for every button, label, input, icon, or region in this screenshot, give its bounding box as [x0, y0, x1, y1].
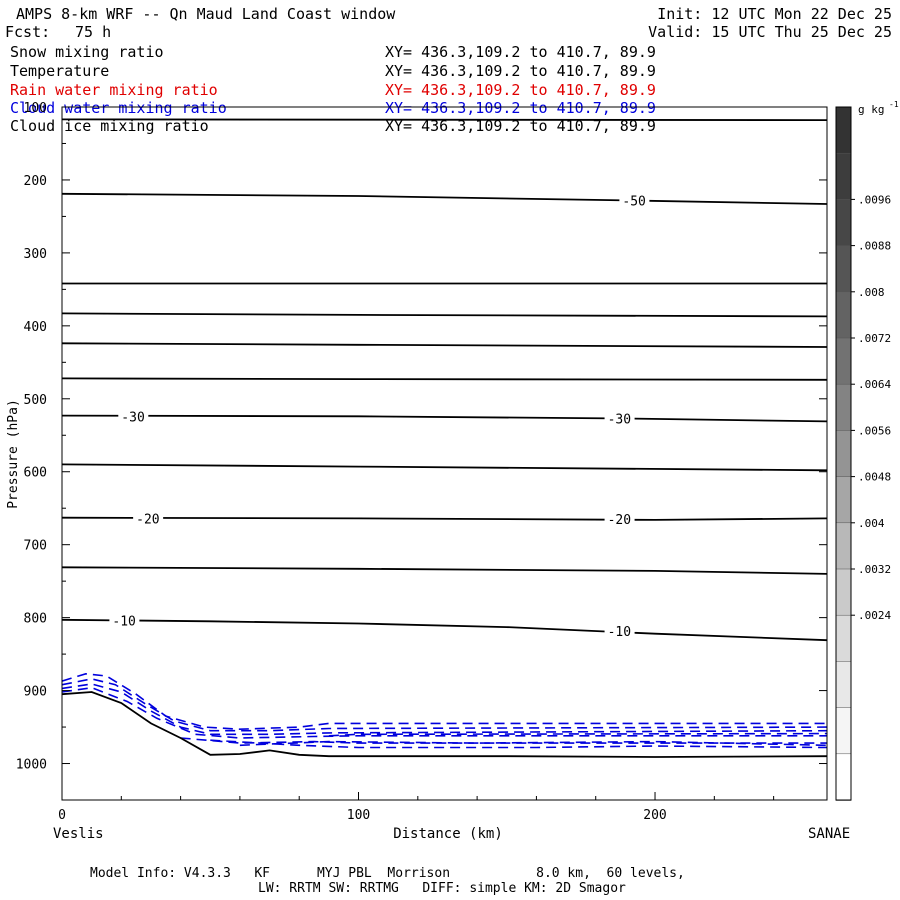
isotherm-label-bg: [118, 409, 149, 424]
fcst-value: 75 h: [75, 23, 112, 41]
colorbar-swatch: [835, 337, 852, 385]
colorbar-label: .0096: [858, 193, 891, 206]
isotherm-10: [62, 618, 827, 642]
legend-coords-temperature: XY= 436.3,109.2 to 410.7, 89.9: [385, 62, 656, 80]
legend-label-cloud-ice: Cloud ice mixing ratio: [10, 117, 209, 135]
legend-coords-snow: XY= 436.3,109.2 to 410.7, 89.9: [385, 43, 656, 61]
cloud-water-contour-3: [62, 686, 827, 739]
colorbar-swatch: [835, 753, 852, 801]
cloud-water-contour-5: [210, 739, 827, 749]
legend-coords-rain: XY= 436.3,109.2 to 410.7, 89.9: [385, 81, 656, 99]
colorbar-swatch: [835, 430, 852, 478]
isotherm-6: [62, 414, 827, 423]
x-axis-label: Distance (km): [393, 826, 503, 842]
cloud-water-contour-0: [62, 672, 827, 731]
legend-coords-cloud-ice: XY= 436.3,109.2 to 410.7, 89.9: [385, 117, 656, 135]
colorbar-unit-exponent: -1: [889, 100, 899, 109]
colorbar-label: .0032: [858, 563, 891, 576]
cloud-water-contour-1: [62, 678, 827, 732]
colorbar-unit: g kg: [858, 103, 885, 116]
valid-time: Valid: 15 UTC Thu 25 Dec 25: [648, 23, 892, 41]
isotherm-label: -30: [121, 410, 144, 425]
cloud-water-contour-6: [239, 740, 827, 747]
colorbar-swatch: [835, 245, 852, 293]
colorbar-label: .0088: [858, 240, 891, 253]
footer-model-info: Model Info: V4.3.3 KF MYJ PBL Morrison 8…: [90, 866, 685, 881]
colorbar-label: .0056: [858, 424, 891, 437]
y-tick-label: 600: [24, 466, 47, 481]
fcst-label: Fcst:: [5, 23, 51, 41]
isotherm-9: [62, 566, 827, 575]
isotherm-label-bg: [619, 193, 650, 208]
isotherm-label: -20: [136, 512, 159, 527]
colorbar-swatch: [835, 568, 852, 616]
colorbar-swatch: [835, 707, 852, 755]
isotherm-label-bg: [604, 623, 635, 638]
isotherm-label: -10: [112, 615, 135, 630]
colorbar-label: .004: [858, 517, 885, 530]
colorbar-swatch: [835, 291, 852, 339]
legend-coords-cloud-water: XY= 436.3,109.2 to 410.7, 89.9: [385, 99, 656, 117]
y-tick-label: 400: [24, 320, 47, 335]
isotherm-7: [62, 463, 827, 472]
isotherm-4: [62, 342, 827, 348]
y-tick-label: 200: [24, 174, 47, 189]
legend-label-temperature: Temperature: [10, 62, 110, 80]
x-tick-label: 100: [347, 808, 370, 823]
isotherm-3: [62, 312, 827, 318]
isotherm-label-bg: [133, 511, 164, 526]
y-tick-label: 100: [24, 101, 47, 116]
chart-title: AMPS 8-km WRF -- Qn Maud Land Coast wind…: [16, 5, 396, 23]
isotherm-label: -50: [622, 194, 645, 209]
y-tick-label: 700: [24, 539, 47, 554]
colorbar-frame: [835, 106, 852, 801]
cloud-water-contour-7: [328, 732, 827, 737]
colorbar-swatch: [835, 522, 852, 570]
colorbar-label: .0064: [858, 378, 891, 391]
legend-label-rain: Rain water mixing ratio: [10, 81, 218, 99]
colorbar-swatch: [835, 614, 852, 663]
colorbar-swatch: [835, 199, 852, 247]
isotherm-label-bg: [109, 613, 140, 628]
isotherm-label-bg: [604, 411, 635, 426]
isotherm-label: -10: [608, 625, 631, 640]
x-end-label-left: Veslis: [53, 826, 104, 842]
y-tick-label: 1000: [16, 758, 47, 773]
colorbar-label: .008: [858, 286, 885, 299]
cloud-water-contour-2: [62, 683, 827, 736]
init-time: Init: 12 UTC Mon 22 Dec 25: [657, 5, 892, 23]
isotherm-5: [62, 377, 827, 381]
colorbar-swatch: [835, 106, 852, 154]
y-tick-label: 900: [24, 685, 47, 700]
isotherm-8: [62, 516, 827, 521]
legend-label-snow: Snow mixing ratio: [10, 43, 164, 61]
isotherm-label: -30: [608, 412, 631, 427]
isotherm-label-bg: [604, 512, 635, 527]
colorbar-label: .0024: [858, 609, 891, 622]
terrain-line: [62, 691, 827, 758]
isotherm-label: -20: [608, 513, 631, 528]
isotherm-1: [62, 192, 827, 205]
footer-physics-info: LW: RRTM SW: RRTMG DIFF: simple KM: 2D S…: [258, 881, 626, 896]
y-tick-label: 800: [24, 612, 47, 627]
legend-label-cloud-water: Cloud water mixing ratio: [10, 99, 227, 117]
colorbar-label: .0048: [858, 471, 891, 484]
plot-frame: [61, 106, 828, 801]
colorbar-label: .0072: [858, 332, 891, 345]
x-end-label-right: SANAE: [808, 826, 850, 842]
colorbar-swatch: [835, 383, 852, 432]
x-tick-label: 0: [58, 808, 66, 823]
colorbar-swatch: [835, 661, 852, 709]
colorbar-swatch: [835, 476, 852, 524]
x-tick-label: 200: [643, 808, 666, 823]
y-tick-label: 500: [24, 393, 47, 408]
y-tick-label: 300: [24, 247, 47, 262]
isotherm-0: [62, 118, 827, 121]
colorbar-swatch: [835, 152, 852, 201]
y-axis-label: Pressure (hPa): [6, 399, 21, 509]
